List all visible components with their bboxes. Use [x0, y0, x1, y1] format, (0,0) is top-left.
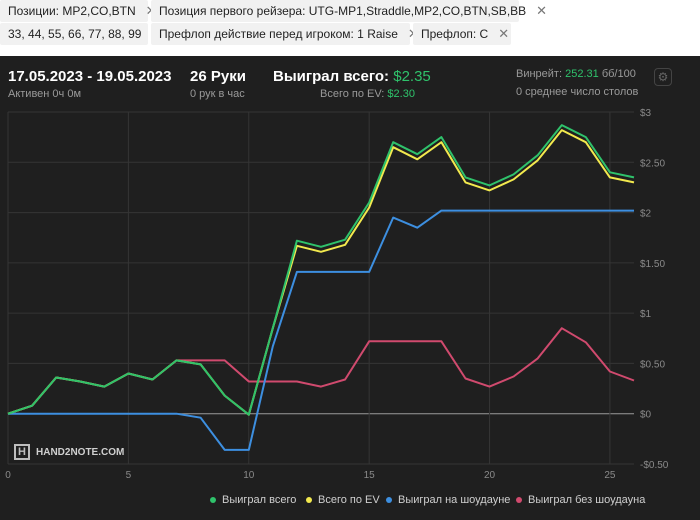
close-icon[interactable]: ✕ — [536, 3, 548, 18]
y-tick-label: $1 — [640, 309, 652, 320]
ev-total-label: Всего по EV: — [320, 88, 385, 100]
legend-dot — [386, 497, 392, 503]
legend-item-ev[interactable]: Всего по EV — [306, 494, 380, 506]
filter-chip-positions[interactable]: Позиции: MP2,CO,BTN ✕ — [0, 0, 157, 22]
series-line-3 — [8, 209, 634, 451]
ev-total: Всего по EV: $2.30 — [320, 88, 415, 100]
ev-total-value: $2.30 — [387, 88, 415, 100]
y-tick-label: $0.50 — [640, 359, 665, 370]
x-tick-label: 15 — [364, 470, 376, 481]
avg-tables: 0 среднее число столов — [516, 86, 639, 98]
legend-dot — [210, 497, 216, 503]
filter-chip-label: 33, 44, 55, 66, 77, 88, 99 — [8, 27, 142, 41]
y-tick-label: $1.50 — [640, 259, 665, 270]
x-tick-label: 20 — [484, 470, 496, 481]
filter-chip-first-raiser[interactable]: Позиция первого рейзера: UTG-MP1,Straddl… — [151, 0, 547, 22]
y-tick-label: $2.50 — [640, 158, 665, 169]
y-tick-label: -$0.50 — [640, 460, 669, 471]
gear-icon[interactable]: ⚙ — [654, 68, 672, 86]
filter-chip-preflop-action[interactable]: Префлоп действие перед игроком: 1 Raise … — [151, 23, 419, 45]
legend-label: Всего по EV — [318, 494, 380, 506]
legend-item-showdown[interactable]: Выиграл на шоудауне — [386, 494, 510, 506]
won-total-label: Выиграл всего: — [273, 68, 390, 85]
filter-chip-label: Префлоп действие перед игроком: 1 Raise — [159, 27, 398, 41]
x-tick-label: 5 — [126, 470, 132, 481]
winrate-label: Винрейт: — [516, 68, 563, 80]
filter-chip-label: Префлоп: C — [421, 27, 489, 41]
date-range: 17.05.2023 - 19.05.2023 — [8, 68, 172, 85]
legend-item-won-total[interactable]: Выиграл всего — [210, 494, 296, 506]
x-tick-label: 25 — [604, 470, 616, 481]
winrate-unit: бб/100 — [601, 68, 636, 80]
legend-item-non-showdown[interactable]: Выиграл без шоудауна — [516, 494, 645, 506]
hands-count: 26 Руки — [190, 68, 246, 85]
winrate-value: 252.31 — [565, 68, 599, 80]
active-time: Активен 0ч 0м — [8, 88, 82, 100]
legend-dot — [516, 497, 522, 503]
legend-label: Выиграл без шоудауна — [528, 494, 646, 506]
y-tick-label: $0 — [640, 410, 652, 421]
series-line-1 — [7, 124, 635, 416]
x-tick-label: 10 — [243, 470, 255, 481]
logo-text: HAND2NOTE.COM — [36, 446, 125, 458]
y-tick-label: $2 — [640, 209, 652, 220]
filter-chip-preflop[interactable]: Префлоп: C ✕ — [413, 23, 511, 45]
series-line-4 — [7, 327, 635, 415]
y-tick-label: $3 — [640, 108, 652, 119]
hand2note-logo: H HAND2NOTE.COM — [14, 444, 124, 460]
x-tick-label: 0 — [5, 470, 11, 481]
won-total-value: $2.35 — [393, 68, 431, 85]
won-total: Выиграл всего: $2.35 — [273, 68, 431, 85]
filter-chip-hands[interactable]: 33, 44, 55, 66, 77, 88, 99 ✕ — [0, 23, 162, 45]
graph-panel — [0, 56, 700, 520]
close-icon[interactable]: ✕ — [498, 26, 510, 41]
filter-chip-label: Позиции: MP2,CO,BTN — [8, 4, 136, 18]
legend-label: Выиграл всего — [222, 494, 297, 506]
filter-chip-label: Позиция первого рейзера: UTG-MP1,Straddl… — [159, 4, 527, 18]
winrate: Винрейт: 252.31 бб/100 — [516, 68, 636, 80]
hand2note-logo-icon: H — [14, 444, 30, 460]
legend-label: Выиграл на шоудауне — [398, 494, 511, 506]
legend-dot — [306, 497, 312, 503]
hands-per-hour: 0 рук в час — [190, 88, 245, 100]
